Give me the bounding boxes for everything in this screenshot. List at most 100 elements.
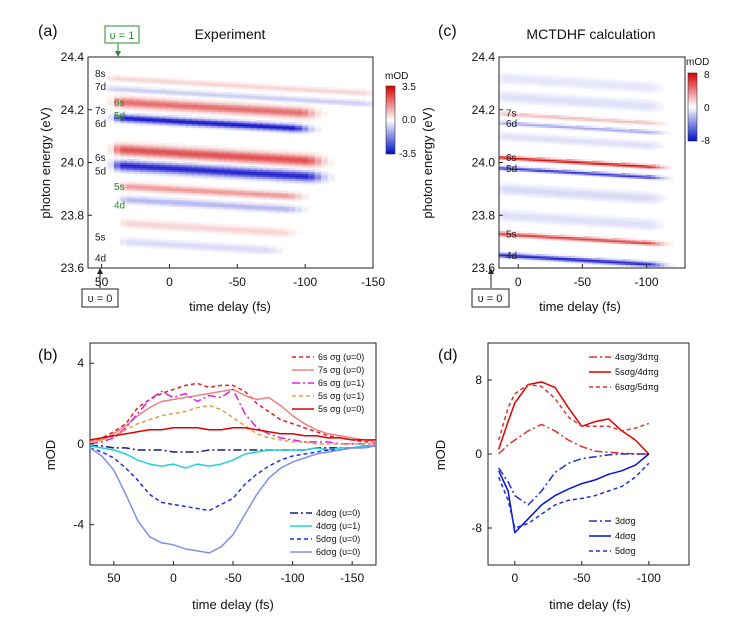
heatmap-cell (224, 174, 232, 178)
series-line (89, 445, 376, 469)
heatmap-cell (159, 153, 167, 157)
heatmap-cell (217, 245, 225, 248)
heatmap-cell (515, 97, 521, 100)
heatmap-cell (604, 224, 610, 227)
heatmap-cell (133, 164, 141, 167)
heatmap-cell (566, 158, 572, 162)
heatmap-cell (230, 95, 238, 99)
heatmap-cell (133, 222, 141, 225)
heatmap-cell (613, 104, 618, 107)
heatmap-cell (295, 104, 303, 107)
heatmap-cell (596, 104, 602, 107)
heatmap-cell (113, 74, 121, 77)
heatmap-cell (600, 85, 606, 88)
heatmap-cell (520, 209, 525, 213)
heatmap-cell (191, 241, 199, 244)
heatmap-cell (558, 222, 564, 225)
heatmap-cell (262, 93, 270, 97)
heatmap-cell (327, 178, 335, 181)
heatmap-cell (541, 92, 547, 95)
heatmap-cell (617, 130, 623, 134)
heatmap-cell (613, 97, 618, 100)
heatmap-cell (191, 201, 199, 204)
heatmap-cell (172, 245, 180, 248)
heatmap-cell (172, 88, 180, 92)
heatmap-cell (625, 83, 631, 86)
heatmap-cell (499, 183, 504, 186)
heatmap-cell (211, 95, 219, 99)
heatmap-cell (532, 78, 538, 81)
heatmap-cell (579, 224, 585, 227)
heatmap-cell (515, 72, 521, 76)
heatmap-cell (587, 139, 593, 142)
heatmap-cell (295, 109, 303, 113)
heatmap-cell (596, 197, 602, 201)
heatmap-cell (583, 100, 589, 104)
heatmap-cell (146, 102, 154, 106)
heatmap-cell (659, 132, 665, 135)
heatmap-cell (185, 151, 193, 155)
heatmap-cell (178, 239, 186, 243)
heatmap-cell (659, 106, 665, 109)
heatmap-cell (198, 104, 206, 107)
heatmap-cell (288, 204, 296, 208)
heatmap-cell (511, 115, 517, 118)
heatmap-cell (178, 118, 186, 121)
heatmap-cell (230, 120, 238, 123)
heatmap-cell (655, 88, 661, 92)
heatmap-cell (545, 104, 551, 107)
heatmap-cell (288, 211, 296, 215)
heatmap-cell (301, 123, 309, 127)
heatmap-cell (507, 232, 513, 236)
heatmap-cell (634, 176, 640, 179)
heatmap-cell (275, 178, 283, 181)
heatmap-cell (625, 88, 631, 92)
heatmap-cell (262, 176, 270, 179)
heatmap-cell (663, 243, 669, 246)
heatmap-cell (651, 122, 657, 125)
heatmap-cell (528, 81, 534, 84)
heatmap-cell (146, 88, 154, 92)
heatmap-cell (262, 109, 270, 113)
heatmap-cell (288, 167, 296, 171)
heatmap-cell (524, 259, 530, 262)
heatmap-cell (139, 120, 147, 123)
heatmap-cell (617, 85, 623, 88)
heatmap-cell (511, 217, 517, 220)
heatmap-cell (211, 245, 219, 248)
heatmap-cell (541, 122, 547, 125)
heatmap-cell (152, 162, 160, 165)
heatmap-cell (321, 164, 329, 167)
heatmap-cell (553, 104, 559, 107)
heatmap-cell (139, 151, 147, 155)
heatmap-cell (275, 250, 283, 253)
heatmap-cell (634, 224, 640, 227)
heatmap-cell (608, 78, 614, 81)
heatmap-cell (269, 252, 277, 255)
heatmap-cell (217, 246, 225, 250)
heatmap-cell (651, 266, 657, 269)
heatmap-cell (625, 194, 631, 197)
heatmap-cell (625, 192, 631, 195)
x-tick-label: -150 (340, 571, 364, 585)
heatmap-cell (630, 262, 635, 266)
heatmap-cell (308, 116, 316, 120)
heatmap-cell (159, 99, 167, 102)
heatmap-cell (321, 160, 329, 164)
heatmap-cell (113, 106, 121, 109)
heatmap-cell (575, 238, 580, 241)
heatmap-cell (198, 201, 206, 204)
heatmap-cell (499, 164, 504, 167)
heatmap-cell (575, 160, 580, 164)
heatmap-cell (139, 143, 147, 146)
heatmap-cell (275, 155, 283, 158)
heatmap-cell (185, 155, 193, 158)
heatmap-cell (295, 130, 303, 134)
heatmap-cell (249, 104, 258, 107)
heatmap-cell (236, 246, 245, 250)
heatmap-cell (553, 253, 559, 257)
heatmap-cell (566, 79, 572, 83)
heatmap-cell (301, 166, 309, 169)
heatmap-cell (532, 93, 538, 97)
heatmap-cell (334, 88, 342, 92)
